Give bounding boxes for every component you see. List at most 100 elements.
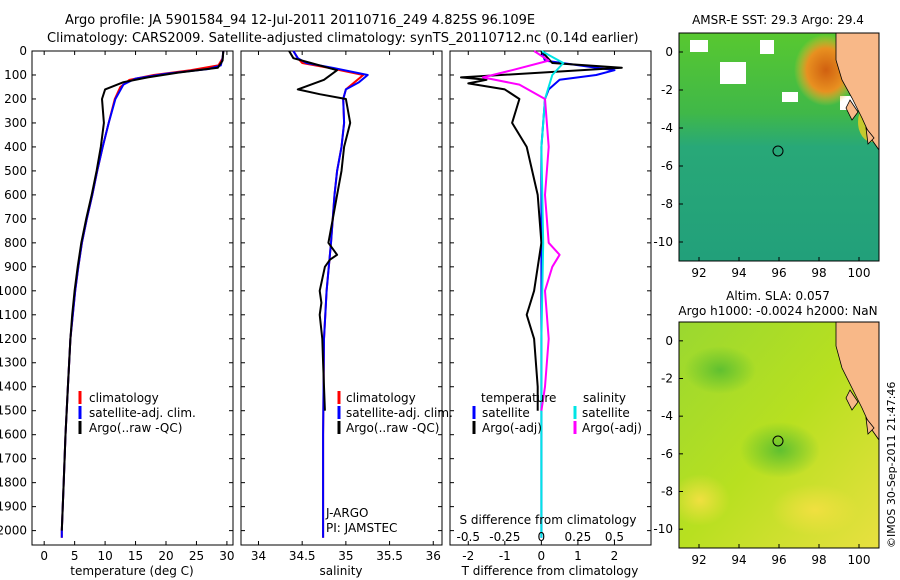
depth-tick-label: 1400 <box>0 380 27 394</box>
depth-tick-label: 1200 <box>0 332 27 346</box>
legend-label-argo: Argo(..raw -QC) <box>346 421 439 435</box>
sla-high-patch <box>679 474 730 526</box>
lat-tick-label: -4 <box>661 121 673 135</box>
x-top-tick-label: -0.25 <box>489 530 520 544</box>
series-line-climatology <box>60 50 225 538</box>
x-top-tick-label: 0.25 <box>565 530 592 544</box>
sst-map-title: AMSR-E SST: 29.3 Argo: 29.4 <box>692 13 864 27</box>
depth-tick-label: 1900 <box>0 500 27 514</box>
lat-tick-label: -4 <box>661 409 673 423</box>
x-tick-label: -2 <box>462 549 474 563</box>
legend-header-temperature: temperature <box>481 391 556 405</box>
legend-label-climatology: climatology <box>346 391 416 405</box>
lat-tick-label: -8 <box>661 197 673 211</box>
sst-missing-patch <box>720 62 746 84</box>
float-pi-label: PI: JAMSTEC <box>326 521 397 535</box>
depth-tick-label: 2000 <box>0 524 27 538</box>
island <box>865 126 875 145</box>
x-tick-label: 35.5 <box>376 549 403 563</box>
sla-map: Altim. SLA: 0.057 Argo h1000: -0.0024 h2… <box>653 289 880 567</box>
difference-panel-frame <box>449 50 652 546</box>
depth-tick-label: 100 <box>4 68 27 82</box>
series-line-climatology <box>292 50 365 538</box>
x-axes: 0 5 10 15 20 25 30 34 34.5 35 35.5 36 -2 -1 0 1 2 -0.5 -0.… <box>40 51 624 563</box>
land-mass <box>835 322 879 441</box>
difference-xlabel-top: S difference from climatology <box>460 513 637 527</box>
temperature-series <box>60 50 225 538</box>
legend-label-argo: Argo(..raw -QC) <box>89 421 182 435</box>
sst-missing-patch <box>690 40 708 52</box>
depth-tick-label: 400 <box>4 140 27 154</box>
temperature-legend: climatology satellite-adj. clim. Argo(..… <box>78 391 196 435</box>
lat-tick-label: -2 <box>661 372 673 386</box>
depth-tick-label: 700 <box>4 212 27 226</box>
lon-tick-label: 92 <box>691 553 706 567</box>
legend-label-temp-satellite: satellite <box>482 406 530 420</box>
x-tick-label: 35 <box>338 549 353 563</box>
x-top-tick-label: -0.5 <box>457 530 480 544</box>
sla-low-patch <box>684 346 756 394</box>
legend-header-salinity: salinity <box>583 391 626 405</box>
land-mass <box>835 33 879 151</box>
lon-tick-label: 100 <box>848 553 871 567</box>
series-line-salinity-satellite <box>540 50 565 538</box>
lon-tick-label: 92 <box>691 266 706 280</box>
difference-legend: temperature salinity satellite Argo(-adj… <box>472 391 642 435</box>
x-top-tick-label: 0.5 <box>605 530 624 544</box>
salinity-legend: climatology satellite-adj. clim. Argo(..… <box>325 391 453 535</box>
legend-label-satellite: satellite-adj. clim. <box>346 406 453 420</box>
x-tick-label: 2 <box>611 549 619 563</box>
x-top-tick-label: 0 <box>538 530 546 544</box>
depth-tick-label: 300 <box>4 116 27 130</box>
x-tick-label: 0 <box>40 549 48 563</box>
figure-title-line2: Climatology: CARS2009. Satellite-adjuste… <box>47 31 639 46</box>
depth-tick-label: 500 <box>4 164 27 178</box>
series-line-argo-raw-qc- <box>60 50 225 531</box>
depth-tick-label: 800 <box>4 236 27 250</box>
temperature-panel-frame <box>31 50 234 546</box>
x-tick-label: 1 <box>574 549 582 563</box>
sla-map-title-2: Argo h1000: -0.0024 h2000: NaN <box>678 304 877 318</box>
temperature-xlabel: temperature (deg C) <box>70 564 193 578</box>
difference-series <box>460 50 623 538</box>
depth-tick-label: 1800 <box>0 476 27 490</box>
legend-label-temp-argo: Argo(-adj) <box>482 421 542 435</box>
legend-label-climatology: climatology <box>89 391 159 405</box>
lat-tick-label: 0 <box>665 45 673 59</box>
depth-axis: 0 100 200 300 400 500 600 700 800 900 1000 1100 1200… <box>0 44 651 538</box>
lon-tick-label: 96 <box>771 553 786 567</box>
island <box>865 416 875 435</box>
lon-tick-label: 98 <box>811 266 826 280</box>
difference-xlabel: T difference from climatology <box>461 564 639 578</box>
depth-tick-label: 200 <box>4 92 27 106</box>
sla-map-title-1: Altim. SLA: 0.057 <box>726 289 830 303</box>
lat-tick-label: -10 <box>653 235 673 249</box>
island <box>845 389 859 411</box>
lat-tick-label: -8 <box>661 485 673 499</box>
depth-tick-label: 600 <box>4 188 27 202</box>
depth-tick-label: 1300 <box>0 356 27 370</box>
figure-title-line1: Argo profile: JA 5901584_94 12-Jul-2011 … <box>65 13 535 28</box>
x-tick-label: 25 <box>189 549 204 563</box>
x-tick-label: 15 <box>128 549 143 563</box>
x-tick-label: 36 <box>426 549 441 563</box>
depth-tick-label: 1700 <box>0 452 27 466</box>
salinity-panel-frame <box>240 50 443 546</box>
salinity-xlabel: salinity <box>319 564 362 578</box>
sst-missing-patch <box>760 40 774 54</box>
legend-label-sal-satellite: satellite <box>582 406 630 420</box>
lat-tick-label: -6 <box>661 447 673 461</box>
series-line-salinity-argo-adj- <box>481 50 561 411</box>
lat-tick-label: -2 <box>661 83 673 97</box>
lat-tick-label: 0 <box>665 334 673 348</box>
sla-argo-marker <box>772 435 784 447</box>
series-line-satellite-adj-clim- <box>60 50 225 538</box>
lon-tick-label: 94 <box>731 553 746 567</box>
lon-tick-label: 98 <box>811 553 826 567</box>
series-line-argo-raw-qc- <box>288 50 352 411</box>
sst-argo-marker <box>772 145 784 157</box>
depth-tick-label: 900 <box>4 260 27 274</box>
salinity-series <box>288 50 369 538</box>
